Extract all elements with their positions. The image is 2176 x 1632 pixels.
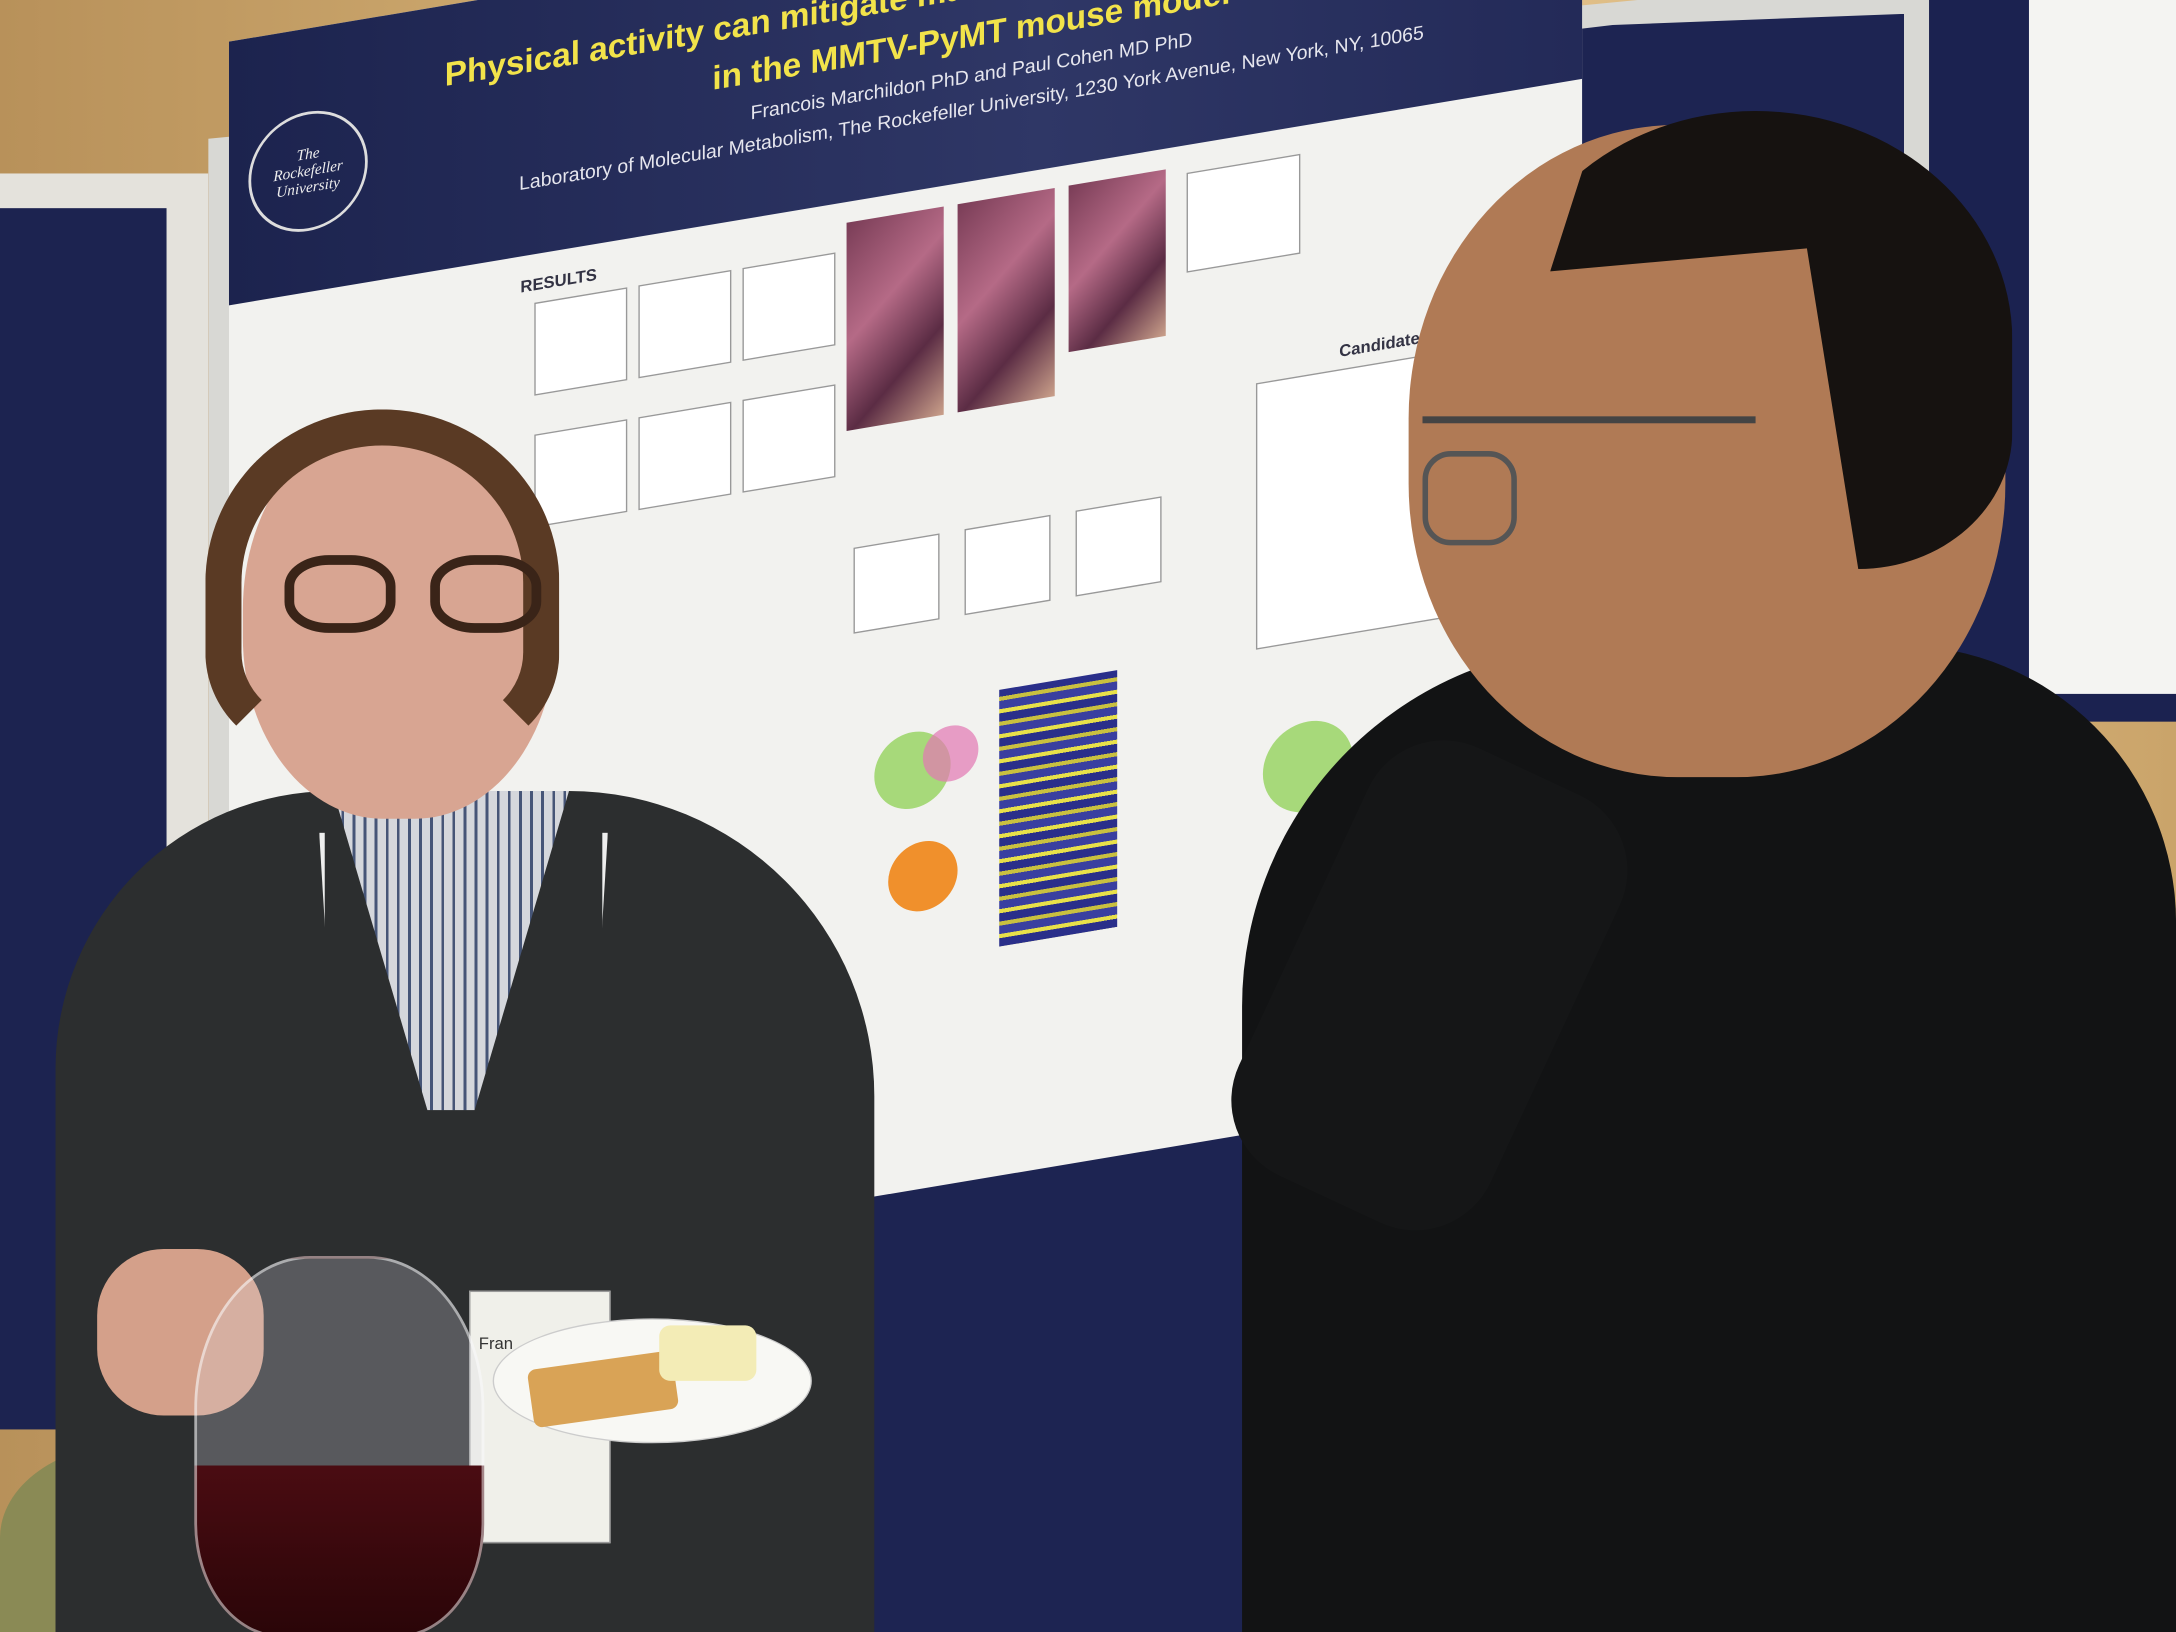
results-heading: RESULTS (520, 264, 597, 297)
pie-chart (888, 835, 958, 917)
latency-chart-figure (742, 384, 836, 493)
latency-chart-figure (534, 419, 628, 528)
right-poster-paper (2028, 0, 2176, 694)
heatmap (999, 670, 1118, 947)
listener-glasses (1422, 416, 1756, 548)
university-seal-logo: The Rockefeller University (248, 101, 368, 242)
histology-image (957, 187, 1055, 413)
latency-chart-figure (638, 401, 732, 511)
badge-name: Fran (478, 1333, 514, 1354)
histology-image (1068, 169, 1166, 353)
histology-image (846, 206, 944, 431)
survival-chart-figure (853, 533, 940, 634)
lanyard (319, 832, 608, 1305)
growth-chart-figure (638, 269, 732, 379)
survival-chart-figure (1075, 496, 1162, 597)
gel-image (1186, 153, 1301, 273)
wine-glass (194, 1255, 485, 1632)
venn-diagram (922, 721, 979, 786)
survival-chart-figure (964, 514, 1051, 616)
growth-chart-figure (534, 287, 628, 396)
presenter-glasses (284, 555, 555, 638)
growth-chart-figure (742, 252, 836, 361)
cheese (659, 1325, 757, 1381)
poster-header-text: Physical activity can mitigate mammary t… (375, 0, 1569, 220)
